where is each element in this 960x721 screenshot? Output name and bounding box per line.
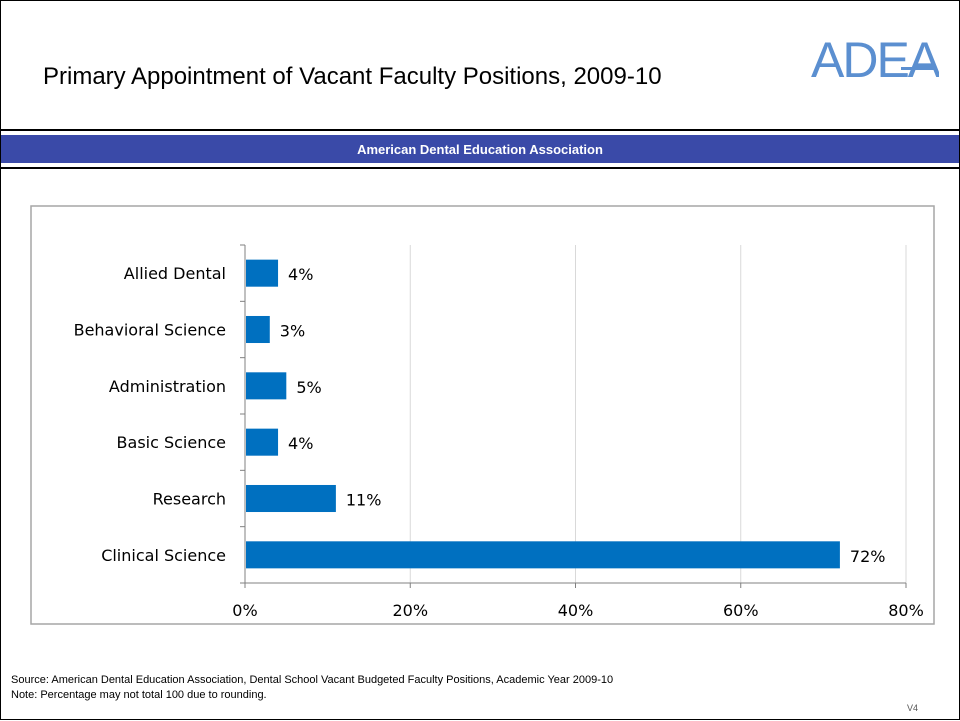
version-label: V4: [907, 703, 919, 713]
data-label: 4%: [288, 434, 313, 453]
rounding-note: Note: Percentage may not total 100 due t…: [11, 689, 267, 701]
category-label: Basic Science: [117, 433, 226, 452]
axes: [240, 244, 907, 588]
logo-underline: [901, 67, 937, 70]
category-label: Clinical Science: [101, 546, 226, 565]
bars: [246, 259, 840, 569]
x-tick-label: 80%: [888, 601, 924, 620]
data-label: 11%: [346, 491, 382, 510]
banner-rule: [1, 167, 959, 169]
slide-title: Primary Appointment of Vacant Faculty Po…: [43, 63, 662, 90]
footnotes: Source: American Dental Education Associ…: [11, 673, 613, 703]
bar-research: [246, 484, 336, 513]
adea-logo-text: ADEA: [811, 32, 939, 87]
data-label: 5%: [296, 378, 321, 397]
grid-lines: [409, 245, 907, 583]
association-banner: American Dental Education Association: [1, 135, 959, 163]
category-label: Research: [153, 490, 226, 509]
chart-labels: 0% 20% 40% 60% 80% Allied Dental 4% Behavioral …: [74, 264, 924, 620]
category-label: Behavioral Science: [74, 321, 226, 340]
category-label: Administration: [109, 377, 226, 396]
bar-clinical-science: [246, 541, 840, 569]
x-tick-label: 0%: [232, 601, 257, 620]
x-tick-label: 40%: [558, 601, 594, 620]
bar-basic-science: [246, 428, 279, 456]
category-label: Allied Dental: [124, 264, 226, 283]
header-rule: [1, 129, 959, 131]
data-label: 3%: [280, 322, 305, 341]
data-label: 4%: [288, 265, 313, 284]
x-tick-label: 60%: [723, 601, 759, 620]
x-tick-label: 20%: [392, 601, 428, 620]
adea-logo: ADEA: [811, 32, 939, 87]
bar-administration: [246, 372, 287, 400]
bar-allied-dental: [246, 259, 279, 287]
source-note: Source: American Dental Education Associ…: [11, 674, 614, 686]
data-label: 72%: [850, 547, 886, 566]
bar-behavioral-science: [246, 315, 270, 344]
